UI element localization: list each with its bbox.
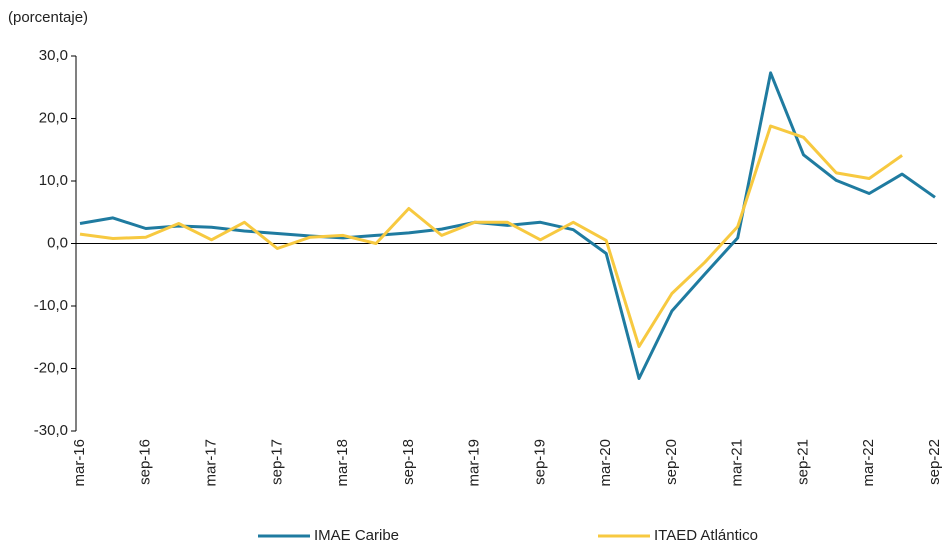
y-tick-label: 30,0 bbox=[39, 47, 68, 64]
x-tick-label: sep-18 bbox=[400, 439, 417, 485]
legend-label: ITAED Atlántico bbox=[654, 527, 758, 544]
x-tick-label: sep-20 bbox=[663, 439, 680, 485]
y-tick-label: -30,0 bbox=[34, 422, 68, 439]
series-line bbox=[79, 71, 936, 380]
y-tick-label: -10,0 bbox=[34, 297, 68, 314]
y-tick-label: 0,0 bbox=[47, 234, 68, 251]
x-tick-label: sep-17 bbox=[268, 439, 285, 485]
x-tick-label: sep-21 bbox=[794, 439, 811, 485]
x-tick-label: mar-22 bbox=[860, 439, 877, 487]
x-tick-label: sep-16 bbox=[137, 439, 154, 485]
legend-label: IMAE Caribe bbox=[314, 527, 399, 544]
y-tick-label: -20,0 bbox=[34, 359, 68, 376]
x-tick-label: mar-19 bbox=[466, 439, 483, 487]
x-tick-label: mar-18 bbox=[334, 439, 351, 487]
x-tick-label: mar-17 bbox=[203, 439, 220, 487]
x-tick-label: sep-22 bbox=[926, 439, 942, 485]
x-tick-label: mar-16 bbox=[71, 439, 88, 487]
chart-subtitle: (porcentaje) bbox=[8, 9, 88, 26]
x-tick-label: mar-21 bbox=[729, 439, 746, 487]
series-line bbox=[79, 124, 903, 349]
x-tick-label: sep-19 bbox=[531, 439, 548, 485]
x-tick-label: mar-20 bbox=[597, 439, 614, 487]
y-tick-label: 10,0 bbox=[39, 172, 68, 189]
y-tick-label: 20,0 bbox=[39, 109, 68, 126]
